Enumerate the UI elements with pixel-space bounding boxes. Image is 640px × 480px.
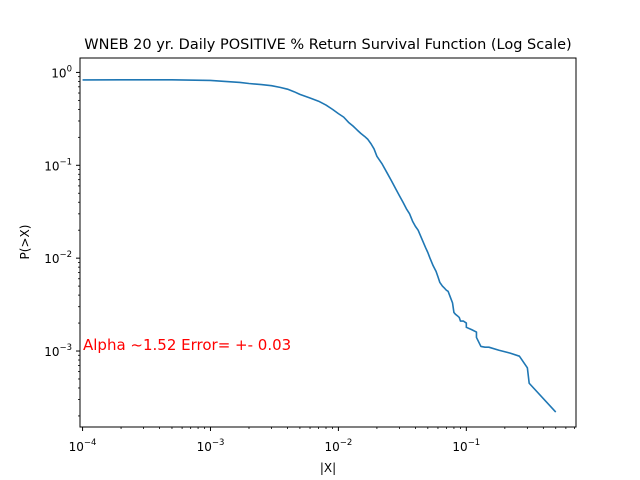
chart-title: WNEB 20 yr. Daily POSITIVE % Return Surv… <box>84 37 571 53</box>
alpha-annotation: Alpha ~1.52 Error= +- 0.03 <box>83 336 291 354</box>
x-axis-label: |X| <box>320 461 336 475</box>
x-tick-label: 10−2 <box>324 438 352 454</box>
x-tick-label: 10−4 <box>69 438 97 454</box>
y-tick-label: 10−1 <box>44 157 72 173</box>
y-axis-label: P(>X) <box>18 225 32 260</box>
x-tick-label: 10−1 <box>452 438 480 454</box>
y-tick-label: 100 <box>51 64 72 80</box>
y-tick-label: 10−2 <box>44 250 72 266</box>
series-line-0 <box>82 78 557 413</box>
plot-area <box>82 78 557 413</box>
axes-frame <box>79 57 577 428</box>
x-tick-label: 10−3 <box>197 438 225 454</box>
y-tick-label: 10−3 <box>44 343 72 359</box>
